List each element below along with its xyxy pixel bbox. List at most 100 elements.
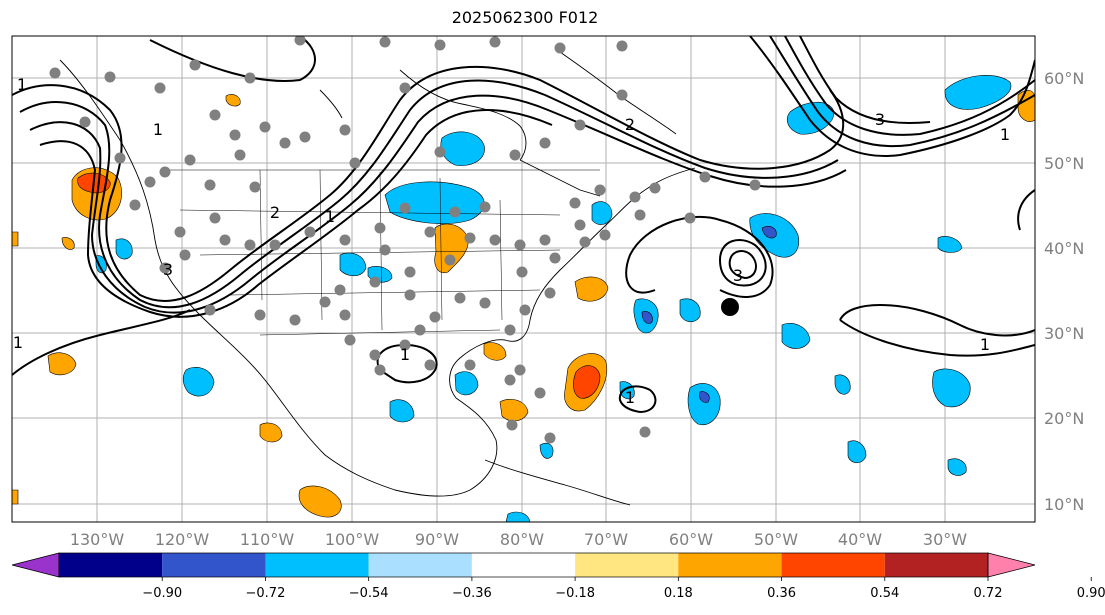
- station-dot: [399, 202, 411, 214]
- station-dot: [159, 166, 171, 178]
- station-dot: [339, 124, 351, 136]
- station-dot: [599, 229, 611, 241]
- colorbar-outline: [58, 552, 989, 578]
- longitude-label: 80°W: [500, 530, 544, 549]
- longitude-label: 120°W: [155, 530, 210, 549]
- station-dot: [289, 314, 301, 326]
- map-frame: [11, 35, 1036, 523]
- station-dot: [269, 239, 281, 251]
- longitude-label: 30°W: [923, 530, 967, 549]
- station-markers: [49, 36, 761, 444]
- colorbar-segment: [59, 553, 163, 577]
- anomaly-patch: [499, 399, 529, 422]
- anomaly-patch: [298, 485, 342, 518]
- anomaly-patch: [47, 352, 77, 376]
- latitude-label: 10°N: [1044, 495, 1084, 514]
- anomaly-patch: [699, 391, 710, 403]
- station-dot: [699, 171, 711, 183]
- colorbar-segment: [575, 553, 679, 577]
- colorbar: [11, 552, 1036, 578]
- station-dot: [506, 419, 518, 431]
- colorbar-tick-labels: −0.90 −0.72 −0.54 −0.36 −0.18 0.18 0.36 0.54 0.7…: [142, 577, 1105, 601]
- station-dot: [179, 249, 191, 261]
- station-dot: [244, 72, 256, 84]
- colorbar-tick-label: 0.36: [767, 586, 796, 601]
- lat-lon-grid: [12, 36, 1035, 522]
- anomaly-patch: [12, 489, 19, 505]
- station-dot: [374, 222, 386, 234]
- station-dot: [509, 149, 521, 161]
- station-dot: [79, 116, 91, 128]
- station-dot: [489, 234, 501, 246]
- anomaly-patch: [12, 231, 19, 247]
- anomaly-patch: [944, 75, 1012, 110]
- station-dot: [244, 239, 256, 251]
- station-dot: [534, 387, 546, 399]
- contour-label: 1: [325, 207, 335, 226]
- station-dot: [514, 239, 526, 251]
- station-dot: [399, 82, 411, 94]
- anomaly-patch: [339, 252, 367, 277]
- station-dot: [249, 181, 261, 193]
- latitude-label: 30°N: [1044, 324, 1084, 343]
- anomaly-patch: [937, 236, 963, 253]
- station-dot: [399, 339, 411, 351]
- contour-label: 1: [980, 335, 990, 354]
- station-dot: [259, 121, 271, 133]
- station-dot: [429, 311, 441, 323]
- colorbar-tick-label: 0.72: [974, 586, 1003, 601]
- anomaly-patch: [384, 181, 485, 224]
- colorbar-segment: [781, 553, 885, 577]
- contour-label: 1: [625, 388, 635, 407]
- colorbar-segment: [471, 553, 576, 577]
- contour-label: 3: [163, 260, 173, 279]
- anomaly-patch: [1017, 90, 1035, 122]
- colorbar-segment: [162, 553, 266, 577]
- station-dot: [369, 276, 381, 288]
- station-dot: [539, 137, 551, 149]
- longitude-label: 70°W: [584, 530, 628, 549]
- station-dot: [489, 36, 501, 48]
- colorbar-extend-high: [987, 552, 1036, 578]
- longitude-label: 90°W: [415, 530, 459, 549]
- anomaly-patch: [932, 368, 971, 408]
- contour-label: 1: [153, 120, 163, 139]
- station-dot: [404, 266, 416, 278]
- longitude-label: 60°W: [669, 530, 713, 549]
- station-dot: [209, 109, 221, 121]
- storm-center-marker: [721, 298, 739, 316]
- colorbar-segment: [265, 553, 369, 577]
- station-dot: [379, 36, 391, 48]
- contour-label: 1: [1000, 125, 1010, 144]
- contour-label: 1: [13, 333, 23, 352]
- station-dot: [294, 36, 306, 46]
- anomaly-patch: [440, 131, 485, 166]
- anomaly-patch: [95, 255, 107, 274]
- station-dot: [634, 209, 646, 221]
- station-dot: [424, 359, 436, 371]
- station-dot: [414, 324, 426, 336]
- station-dot: [334, 284, 346, 296]
- colorbar-tick-label: −0.54: [349, 586, 389, 601]
- station-dot: [569, 197, 581, 209]
- station-dot: [464, 232, 476, 244]
- station-dot: [574, 119, 586, 131]
- station-dot: [369, 349, 381, 361]
- anomaly-patch: [847, 440, 867, 464]
- colorbar-segment: [368, 553, 472, 577]
- contour-label: 1: [17, 75, 27, 94]
- station-dot: [319, 296, 331, 308]
- anomaly-patch: [679, 298, 701, 323]
- station-dot: [204, 304, 216, 316]
- station-dot: [554, 42, 566, 54]
- longitude-label: 110°W: [240, 530, 295, 549]
- station-dot: [616, 40, 628, 52]
- anomaly-patch: [259, 422, 283, 443]
- station-dot: [479, 297, 491, 309]
- station-dot: [579, 236, 591, 248]
- anomaly-patch: [834, 374, 851, 395]
- station-dot: [549, 252, 561, 264]
- station-dot: [479, 201, 491, 213]
- map-title: 2025062300 F012: [451, 8, 599, 27]
